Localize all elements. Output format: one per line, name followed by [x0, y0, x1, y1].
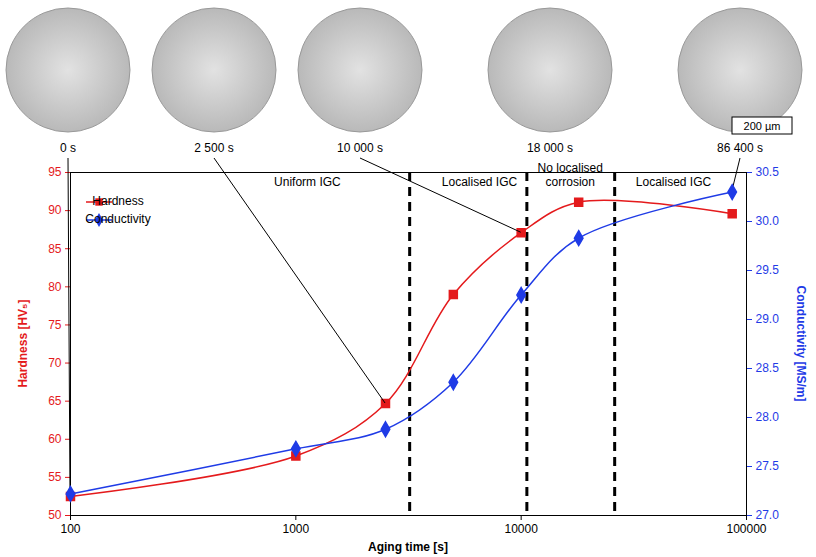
svg-text:Aging time [s]: Aging time [s]	[368, 540, 448, 554]
svg-text:Uniform IGC: Uniform IGC	[274, 175, 341, 189]
svg-text:90: 90	[48, 203, 62, 217]
svg-text:86 400 s: 86 400 s	[717, 141, 763, 155]
svg-text:0 s: 0 s	[60, 141, 76, 155]
svg-text:200 µm: 200 µm	[744, 120, 781, 132]
svg-text:No localised: No localised	[538, 161, 603, 175]
svg-text:1000: 1000	[282, 522, 309, 536]
svg-text:29.5: 29.5	[756, 263, 780, 277]
svg-text:100: 100	[60, 522, 80, 536]
svg-text:30.0: 30.0	[756, 214, 780, 228]
svg-text:Localised IGC: Localised IGC	[636, 175, 712, 189]
svg-text:28.5: 28.5	[756, 361, 780, 375]
svg-text:29.0: 29.0	[756, 312, 780, 326]
svg-text:10 000 s: 10 000 s	[337, 141, 383, 155]
svg-text:Conductivity: Conductivity	[85, 212, 150, 226]
svg-text:2 500 s: 2 500 s	[194, 141, 233, 155]
svg-text:27.5: 27.5	[756, 459, 780, 473]
svg-text:60: 60	[48, 432, 62, 446]
svg-text:70: 70	[48, 356, 62, 370]
svg-text:Hardness [HV₅]: Hardness [HV₅]	[16, 299, 30, 387]
svg-text:18 000 s: 18 000 s	[527, 141, 573, 155]
svg-text:30.5: 30.5	[756, 165, 780, 179]
svg-text:28.0: 28.0	[756, 410, 780, 424]
svg-text:50: 50	[48, 508, 62, 522]
svg-text:Localised IGC: Localised IGC	[442, 175, 518, 189]
svg-text:85: 85	[48, 242, 62, 256]
svg-text:10000: 10000	[504, 522, 538, 536]
svg-text:55: 55	[48, 470, 62, 484]
svg-text:corrosion: corrosion	[546, 175, 595, 189]
svg-text:75: 75	[48, 318, 62, 332]
svg-text:65: 65	[48, 394, 62, 408]
svg-text:80: 80	[48, 280, 62, 294]
svg-text:100000: 100000	[726, 522, 766, 536]
svg-text:27.0: 27.0	[756, 508, 780, 522]
svg-text:Hardness: Hardness	[92, 194, 143, 208]
svg-text:95: 95	[48, 165, 62, 179]
svg-text:Conductivity [MS/m]: Conductivity [MS/m]	[794, 286, 808, 402]
